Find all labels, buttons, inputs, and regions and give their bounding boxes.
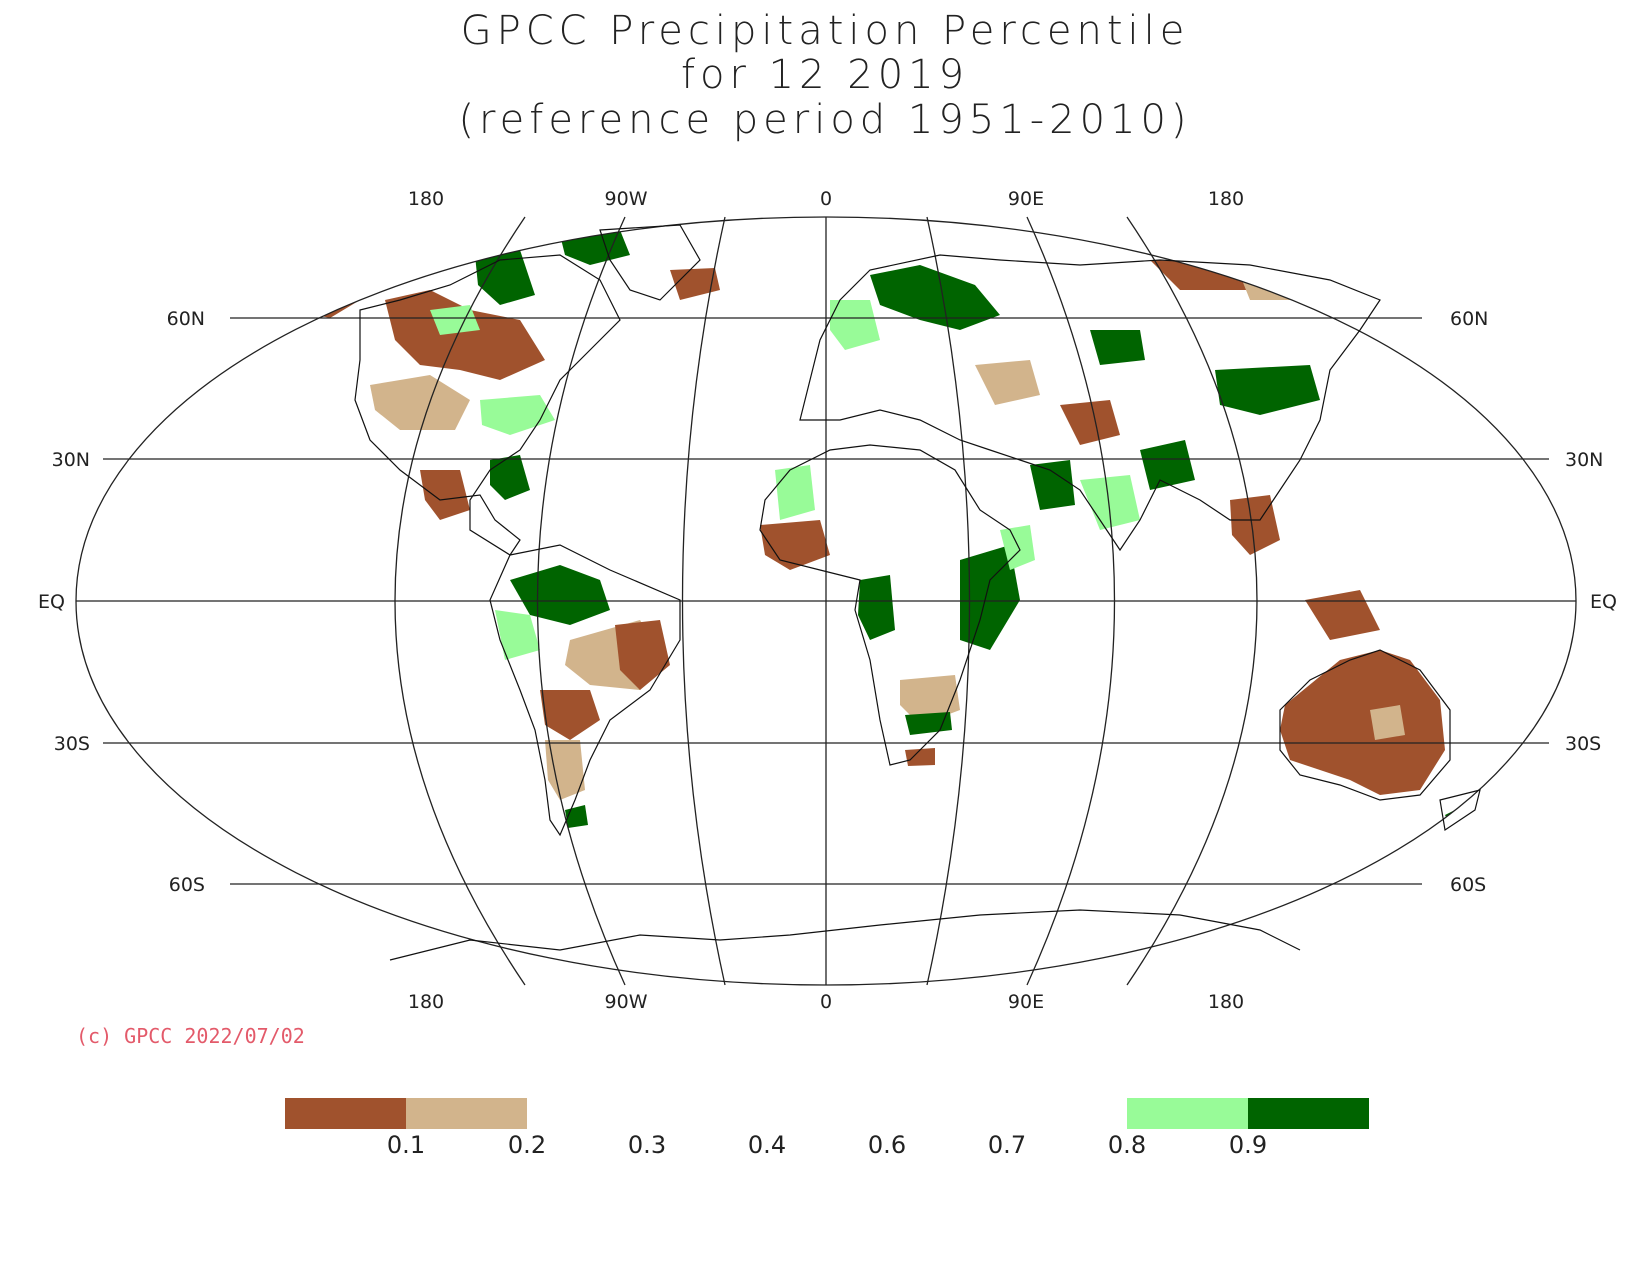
coast-antarctica — [389, 909, 1301, 961]
patch-canada-dry — [385, 290, 545, 380]
meridian-90E — [1026, 216, 1116, 986]
legend-tick-label: 0.3 — [627, 1131, 667, 1159]
legend-tick-label: 0.2 — [507, 1131, 547, 1159]
map-title: GPCC Precipitation Percentile — [460, 8, 1190, 54]
copyright-credit: (c) GPCC 2022/07/02 — [76, 1024, 305, 1048]
legend-tick-label: 0.8 — [1107, 1131, 1147, 1159]
lat-label-left-60s: 60S — [169, 874, 205, 896]
lon-label-bottom-0: 0 — [820, 991, 832, 1013]
lon-label-bottom-180w: 180 — [408, 991, 444, 1013]
map-subtitle-reference: (reference period 1951-2010) — [458, 97, 1192, 143]
patch-india-wet — [1030, 460, 1075, 510]
patch-mexico-dry — [420, 470, 470, 520]
patch-russia-wet — [1090, 330, 1145, 365]
legend-tick-label: 0.1 — [386, 1131, 426, 1159]
patch-argentina-dry — [540, 690, 600, 740]
legend-bin-above-0.9 — [1248, 1098, 1369, 1129]
lat-label-left-60n: 60N — [167, 308, 205, 330]
patch-eastafrica-wet — [960, 545, 1020, 650]
patch-gulf-wet — [490, 455, 530, 500]
patch-australia-tan — [1370, 705, 1405, 740]
meridian-45E — [926, 216, 971, 986]
legend-bin-0.8-0.9 — [1127, 1098, 1248, 1129]
patch-patagonia-tan — [545, 740, 585, 800]
coast-greenland — [599, 224, 701, 301]
latitude-labels-right: 60N 30N EQ 30S 60S — [1450, 308, 1617, 896]
lon-label-top-90e: 90E — [1008, 188, 1044, 210]
legend-tick-label: 0.9 — [1228, 1131, 1268, 1159]
longitude-labels-top: 180 90W 0 90E 180 — [408, 188, 1244, 210]
legend-tick-label: 0.4 — [747, 1131, 787, 1159]
patch-siberia-wet — [1215, 365, 1320, 415]
lon-label-top-180e: 180 — [1208, 188, 1244, 210]
patch-middleeast-tan — [975, 360, 1040, 405]
patch-europe-light — [830, 300, 880, 350]
coast-north-america — [354, 254, 621, 556]
patch-india-light — [1080, 475, 1140, 530]
lat-label-left-30n: 30N — [52, 449, 90, 471]
patch-seasia-dry — [1230, 495, 1280, 555]
patch-southafrica-wet — [905, 712, 952, 735]
patch-westafrica-dry — [760, 520, 830, 570]
coast-eurasia — [799, 254, 1381, 552]
patch-iceland-dry — [670, 268, 720, 300]
lon-label-top-180w: 180 — [408, 188, 444, 210]
meridian-45W — [681, 216, 726, 986]
meridian-135E — [1126, 216, 1258, 986]
lat-label-right-30s: 30S — [1565, 733, 1601, 755]
patch-indonesia-dry — [1305, 590, 1380, 640]
patch-amazon-wet — [510, 565, 610, 625]
lat-label-right-30n: 30N — [1565, 449, 1603, 471]
legend-colorbar — [285, 1098, 1369, 1129]
lat-label-right-eq: EQ — [1590, 591, 1617, 613]
legend-bin-0.1-0.2 — [406, 1098, 527, 1129]
lat-label-left-30s: 30S — [54, 733, 90, 755]
patch-amazon-light — [495, 610, 540, 660]
precipitation-patches — [295, 230, 1480, 828]
graticule — [75, 216, 1577, 986]
lon-label-bottom-90w: 90W — [605, 991, 648, 1013]
patch-us-light — [480, 395, 555, 435]
patch-australia-dry — [1280, 650, 1445, 795]
patch-eastafrica-light — [1000, 525, 1035, 570]
meridian-90W — [536, 216, 626, 986]
lon-label-top-90w: 90W — [605, 188, 648, 210]
patch-arctic-tan — [1240, 275, 1295, 300]
longitude-labels-bottom: 180 90W 0 90E 180 — [408, 991, 1244, 1013]
patch-alaska-dry — [295, 275, 360, 318]
patch-us-tan — [370, 375, 470, 430]
coastlines — [354, 224, 1481, 961]
patch-canada-light — [430, 305, 480, 335]
legend-tick-label: 0.6 — [867, 1131, 907, 1159]
legend-bin-below-0.1 — [285, 1098, 406, 1129]
patch-sahel-light — [775, 465, 815, 520]
coast-africa-europe — [759, 444, 1021, 766]
coast-new-zealand — [1439, 789, 1481, 832]
patch-canada-wet — [475, 250, 535, 305]
patch-caspian-dry — [1060, 400, 1120, 445]
coast-australia — [1279, 649, 1451, 801]
legend-tick-label: 0.7 — [987, 1131, 1027, 1159]
coast-south-america — [489, 544, 681, 837]
patch-brazil-dry — [615, 620, 670, 690]
lon-label-bottom-180e: 180 — [1208, 991, 1244, 1013]
lat-label-left-eq: EQ — [38, 591, 65, 613]
map-subtitle-date: for 12 2019 — [680, 52, 970, 98]
patch-capetown-dry — [905, 748, 935, 766]
lon-label-bottom-90e: 90E — [1008, 991, 1044, 1013]
patch-congo-wet — [858, 575, 895, 640]
lat-label-right-60n: 60N — [1450, 308, 1488, 330]
latitude-labels-left: 60N 30N EQ 30S 60S — [38, 308, 205, 896]
patch-scandinavia-wet — [870, 265, 1000, 330]
meridian-135W — [394, 216, 526, 986]
lon-label-top-0: 0 — [820, 188, 832, 210]
lat-label-right-60s: 60S — [1450, 874, 1486, 896]
patch-china-wet — [1140, 440, 1195, 490]
